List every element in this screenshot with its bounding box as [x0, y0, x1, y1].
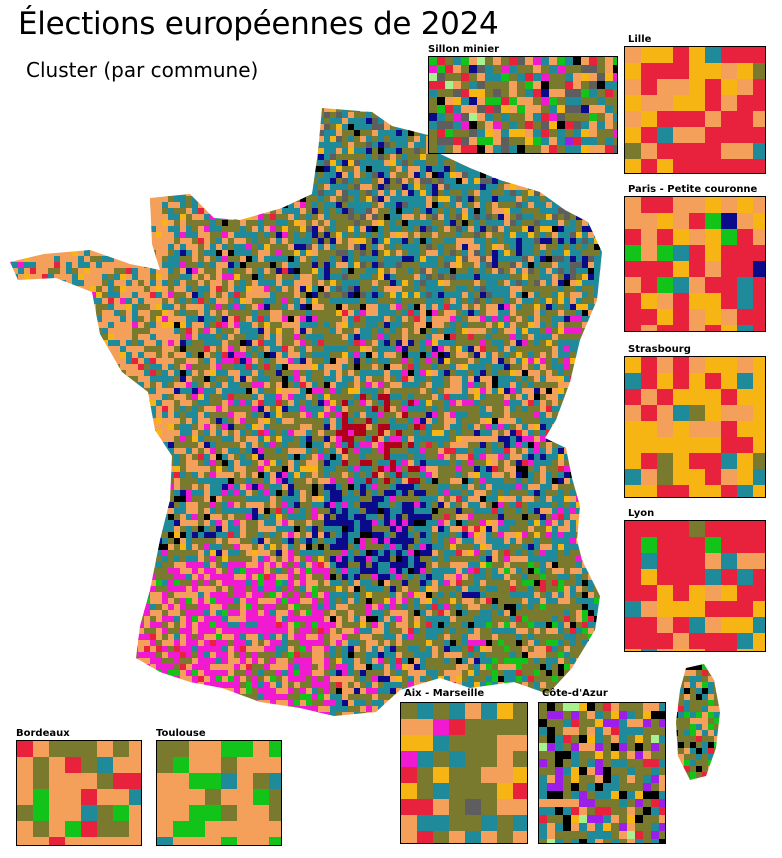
inset-map-frame [428, 56, 618, 154]
inset-map-paris [625, 197, 765, 331]
inset-label: Côte-d'Azur [542, 688, 608, 699]
inset-map-frame [16, 740, 142, 846]
inset-label: Lyon [628, 508, 655, 519]
inset-map-frame [624, 196, 766, 332]
inset-map-lille [625, 47, 765, 173]
inset-map-toulouse [157, 741, 281, 845]
inset-map-frame [624, 46, 766, 174]
inset-map-frame [156, 740, 282, 846]
inset-label: Toulouse [156, 728, 206, 739]
map-title: Élections européennes de 2024 [18, 6, 499, 42]
inset-map-aix-marseille [401, 703, 527, 843]
inset-map-frame [624, 520, 766, 652]
inset-label: Strasbourg [628, 344, 691, 355]
inset-map-cote-d-azur [539, 703, 665, 843]
inset-label: Sillon minier [428, 44, 500, 55]
inset-map-lyon [625, 521, 765, 651]
inset-map-frame [400, 702, 528, 844]
map-subtitle: Cluster (par commune) [26, 58, 259, 82]
france-commune-cells [10, 108, 720, 780]
inset-map-strasbourg [625, 357, 765, 497]
inset-label: Aix - Marseille [404, 688, 485, 699]
inset-map-bordeaux [17, 741, 141, 845]
inset-map-frame [538, 702, 666, 844]
inset-label: Paris - Petite couronne [628, 184, 758, 195]
inset-map-sillon-minier [429, 57, 617, 153]
inset-map-frame [624, 356, 766, 498]
inset-label: Lille [628, 34, 652, 45]
inset-label: Bordeaux [16, 728, 70, 739]
